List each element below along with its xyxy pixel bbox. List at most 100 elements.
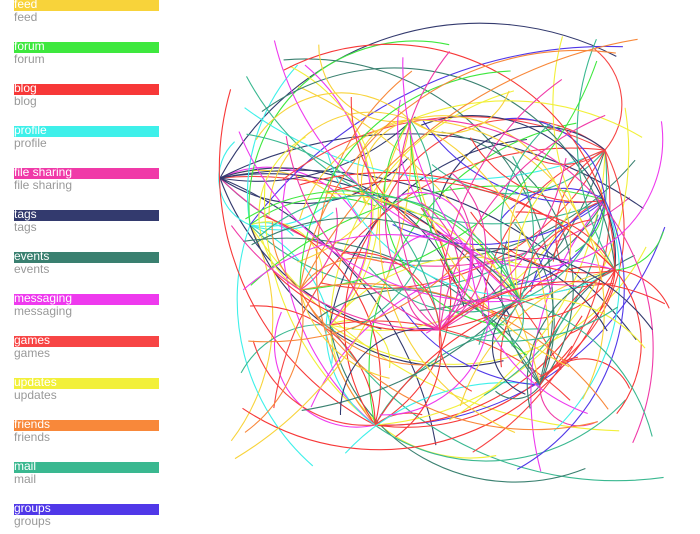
link-arc (614, 269, 642, 415)
link-arc (378, 119, 516, 434)
link-arc (388, 233, 471, 272)
link-arc (519, 214, 599, 301)
link-arc (507, 182, 527, 301)
link-arc (530, 199, 606, 292)
link-arc (409, 119, 605, 400)
link-arc (397, 51, 451, 331)
link-arc (409, 100, 643, 138)
link-arc (465, 299, 521, 339)
link-arc (299, 207, 338, 291)
link-arc (374, 399, 626, 462)
link-arc (252, 340, 376, 426)
link-arc (539, 149, 625, 378)
link-arc (469, 249, 588, 415)
link-arc (421, 115, 617, 271)
link-arc (219, 166, 362, 224)
link-arc (299, 289, 427, 366)
link-arc (374, 328, 548, 426)
link-arc (299, 49, 616, 291)
link-arc (268, 111, 411, 216)
legend-label: forum (14, 39, 45, 53)
link-arc (219, 169, 637, 341)
link-arc (439, 281, 666, 331)
link-arc (281, 116, 606, 181)
link-arc (614, 231, 664, 271)
link-arc (568, 269, 616, 335)
legend-item: file sharing file sharing (14, 165, 159, 198)
legend-swatch (14, 336, 159, 347)
link-arc (344, 382, 541, 454)
legend-label: tags (14, 207, 37, 221)
legend-swatch (14, 504, 159, 515)
legend-label: blog (14, 81, 37, 95)
link-arc (478, 299, 521, 345)
link-arc (374, 315, 583, 426)
link-arc (439, 186, 474, 331)
legend-swatch (14, 42, 159, 53)
legend-item: events events (14, 249, 159, 282)
link-arc (379, 249, 490, 416)
link-arc (285, 136, 441, 331)
link-arc (368, 266, 521, 313)
link-arc (455, 249, 473, 298)
link-arc (242, 234, 471, 291)
link-arc (420, 199, 606, 311)
legend-swatch (14, 0, 159, 11)
link-arc (230, 224, 274, 442)
link-arc (439, 114, 606, 331)
link-arc (614, 269, 670, 309)
link-arc (242, 269, 616, 451)
link-arc (576, 38, 616, 271)
link-arc (469, 248, 653, 331)
link-arc (516, 199, 625, 470)
link-arc (273, 147, 606, 409)
link-arc (407, 297, 441, 331)
legend-swatch (14, 462, 159, 473)
legend-label: file sharing (14, 165, 73, 179)
link-arc (341, 251, 441, 331)
link-arc (439, 157, 567, 331)
legend-item: tags tags (14, 207, 159, 240)
legend-swatch (14, 168, 159, 179)
link-arc (251, 217, 521, 301)
link-arc (409, 119, 528, 356)
legend-label: messaging (14, 291, 73, 305)
link-arc (244, 289, 304, 433)
link-arc (327, 179, 616, 271)
link-arc (575, 199, 606, 253)
link-arc (329, 90, 515, 326)
legend-label-caption: messaging (14, 304, 73, 318)
legend-label: feed (14, 0, 38, 11)
link-arc (299, 60, 598, 291)
link-arc (283, 43, 616, 271)
link-arc (491, 299, 526, 395)
legend-label: updates (14, 375, 57, 389)
link-arc (409, 119, 654, 444)
legend-label-caption: profile (14, 136, 47, 150)
link-arc (552, 36, 616, 271)
link-arc (219, 177, 382, 330)
link-arc (299, 289, 390, 379)
legend-label: friends (14, 417, 51, 431)
link-arc (439, 306, 619, 342)
link-arc (374, 345, 573, 428)
link-arc (329, 324, 586, 483)
link-arc (515, 178, 555, 301)
link-arc (248, 40, 450, 226)
legend-swatch (14, 84, 159, 95)
link-arc (519, 219, 591, 301)
legend-item: feed feed (14, 0, 159, 30)
legend-swatch (14, 210, 159, 221)
link-arc (273, 40, 471, 251)
legend-swatch (14, 126, 159, 137)
link-arc (240, 324, 331, 374)
link-arc (299, 257, 385, 291)
link-arc (553, 199, 621, 432)
link-arc (395, 329, 442, 438)
legend-label-caption: updates (14, 388, 57, 402)
link-arc (234, 119, 412, 460)
link-arc (539, 384, 598, 427)
link-arc (495, 384, 541, 400)
link-arc (310, 257, 616, 408)
